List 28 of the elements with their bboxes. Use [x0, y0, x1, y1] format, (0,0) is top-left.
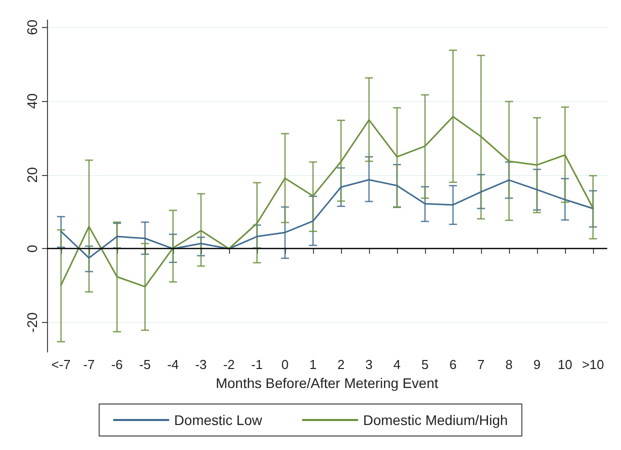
- x-tick-label: -7: [83, 357, 95, 372]
- x-tick-label: 5: [421, 357, 429, 372]
- x-tick-label: 1: [309, 357, 317, 372]
- x-tick-label: 10: [558, 357, 572, 372]
- x-tick-label: 6: [449, 357, 457, 372]
- x-tick-label: 2: [337, 357, 345, 372]
- x-tick-label: 3: [365, 357, 373, 372]
- y-tick-label: 0: [24, 244, 40, 253]
- x-tick-label: 8: [505, 357, 513, 372]
- y-tick-label: -20: [24, 312, 40, 333]
- x-tick-label: 4: [393, 357, 401, 372]
- y-tick-label: 20: [24, 166, 40, 183]
- legend-label: Domestic Medium/High: [363, 412, 508, 428]
- x-tick-label: -4: [167, 357, 179, 372]
- y-tick-label: 40: [24, 93, 40, 109]
- x-tick-label: <-7: [51, 357, 71, 372]
- x-tick-label: 7: [477, 357, 485, 372]
- x-tick-label: -5: [139, 357, 151, 372]
- x-tick-label: >10: [582, 357, 604, 372]
- x-tick-label: -6: [111, 357, 123, 372]
- x-tick-label: 9: [533, 357, 541, 372]
- x-tick-label: -2: [223, 357, 235, 372]
- y-tick-label: 60: [24, 19, 40, 36]
- x-tick-label: -1: [251, 357, 263, 372]
- x-tick-label: 0: [281, 357, 289, 372]
- x-axis-title: Months Before/After Metering Event: [216, 374, 438, 391]
- x-tick-label: -3: [195, 357, 207, 372]
- legend-label: Domestic Low: [174, 412, 263, 428]
